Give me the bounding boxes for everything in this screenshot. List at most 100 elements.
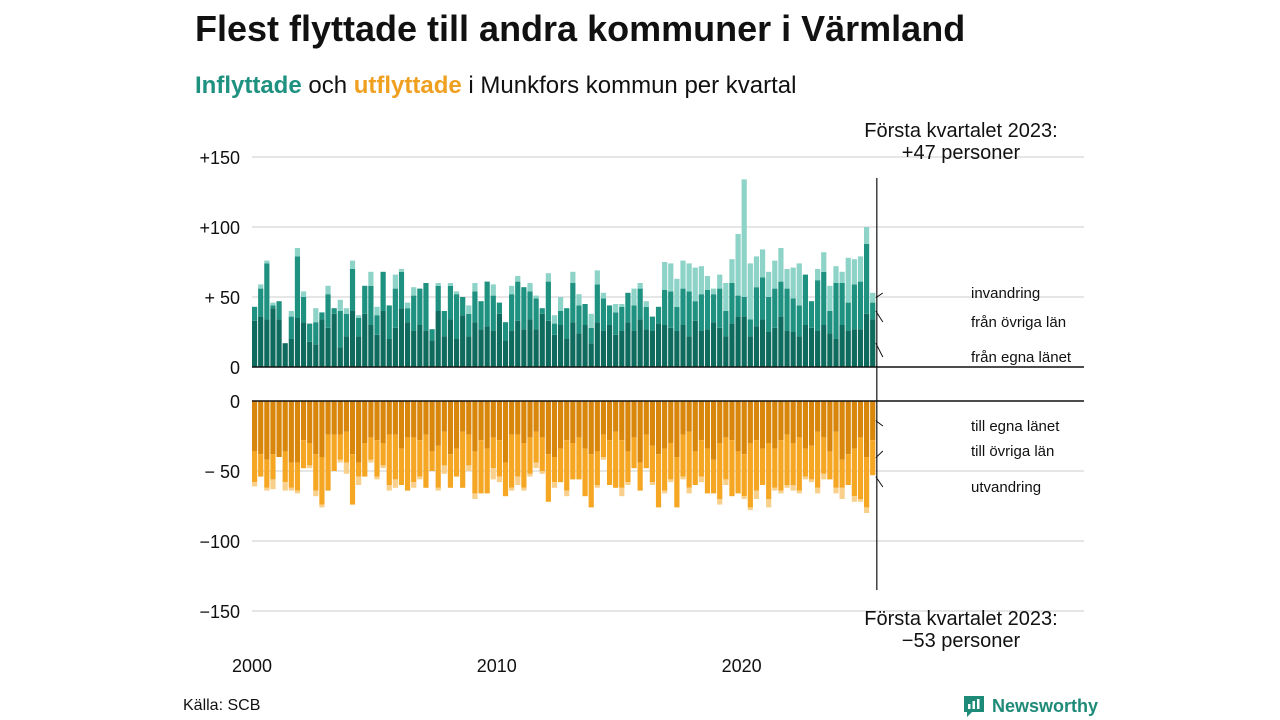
bar-inflow-immigration	[466, 305, 472, 314]
bar-inflow-own-county	[539, 313, 545, 367]
bar-inflow-other-counties	[258, 288, 264, 317]
bar-inflow-other-counties	[386, 305, 392, 339]
bar-outflow-other-counties	[545, 454, 551, 502]
bar-inflow-own-county	[307, 341, 313, 367]
bar-inflow-other-counties	[453, 294, 460, 339]
bar-outflow-other-counties	[533, 431, 539, 463]
bar-outflow-other-counties	[417, 440, 423, 477]
bar-outflow-own-county	[349, 401, 356, 455]
bar-outflow-own-county	[551, 401, 558, 457]
bar-outflow-own-county	[398, 401, 405, 449]
bar-outflow-own-county	[564, 401, 570, 441]
bar-inflow-immigration	[392, 274, 398, 289]
bar-outflow-other-counties	[594, 451, 600, 485]
bar-outflow-other-counties	[784, 434, 790, 485]
bar-inflow-own-county	[802, 325, 808, 367]
bar-outflow-own-county	[460, 401, 466, 432]
bar-inflow-own-county	[502, 340, 509, 367]
bar-outflow-emigration	[753, 490, 760, 499]
bar-inflow-other-counties	[545, 281, 551, 321]
bar-inflow-immigration	[729, 259, 735, 283]
bar-outflow-other-counties	[325, 434, 331, 491]
bar-inflow-own-county	[839, 325, 845, 367]
bar-outflow-own-county	[802, 401, 808, 449]
bar-outflow-other-counties	[839, 459, 845, 488]
bar-outflow-other-counties	[392, 434, 398, 480]
bar-outflow-own-county	[429, 401, 435, 452]
bar-inflow-own-county	[637, 319, 643, 367]
bar-outflow-own-county	[558, 401, 564, 449]
bar-outflow-emigration	[625, 482, 631, 485]
bar-outflow-other-counties	[821, 437, 827, 474]
bar-inflow-other-counties	[655, 306, 662, 324]
bar-inflow-own-county	[625, 322, 631, 367]
bar-outflow-emigration	[294, 490, 301, 494]
bar-inflow-immigration	[447, 283, 454, 286]
bar-outflow-own-county	[533, 401, 539, 432]
bar-inflow-other-counties	[398, 271, 405, 309]
bar-outflow-own-county	[484, 401, 490, 449]
bar-inflow-immigration	[288, 311, 294, 317]
bar-inflow-immigration	[258, 284, 264, 289]
bar-inflow-other-counties	[362, 285, 368, 314]
bar-inflow-immigration	[270, 302, 276, 306]
bar-outflow-own-county	[870, 401, 876, 441]
bar-inflow-immigration	[864, 227, 870, 244]
bar-outflow-other-counties	[864, 457, 870, 508]
bar-outflow-other-counties	[288, 462, 294, 488]
bar-inflow-immigration	[300, 291, 307, 297]
bar-inflow-other-counties	[827, 311, 833, 334]
bar-inflow-own-county	[582, 325, 588, 367]
bar-inflow-immigration	[551, 315, 558, 324]
bar-inflow-other-counties	[723, 311, 729, 337]
bar-inflow-own-county	[649, 330, 655, 367]
bar-inflow-other-counties	[808, 301, 815, 328]
annotation-top-line: Första kvartalet 2023:	[864, 120, 1057, 142]
bar-inflow-immigration	[435, 283, 441, 286]
bar-outflow-other-counties	[796, 437, 802, 491]
label-leader-line	[875, 450, 884, 459]
segment-label-inflow: från övriga län	[971, 314, 1066, 331]
bar-inflow-own-county	[600, 330, 607, 367]
bar-outflow-own-county	[545, 401, 551, 455]
bar-outflow-own-county	[704, 401, 711, 449]
bar-outflow-own-county	[539, 401, 545, 438]
bar-inflow-immigration	[337, 299, 343, 311]
bar-inflow-other-counties	[380, 271, 386, 311]
bar-outflow-emigration	[741, 496, 747, 499]
bar-outflow-other-counties	[447, 454, 454, 488]
bar-outflow-own-county	[362, 401, 368, 443]
bar-outflow-own-county	[680, 401, 686, 435]
bar-inflow-immigration	[833, 266, 839, 283]
bar-inflow-own-county	[527, 319, 533, 367]
bar-outflow-other-counties	[429, 451, 435, 471]
bar-outflow-other-counties	[815, 431, 821, 488]
bar-inflow-other-counties	[423, 283, 429, 331]
bar-outflow-other-counties	[674, 457, 680, 508]
bar-inflow-own-county	[484, 326, 490, 367]
bar-outflow-other-counties	[686, 431, 692, 488]
bar-inflow-own-county	[704, 329, 711, 367]
bar-outflow-emigration	[772, 487, 778, 491]
bar-inflow-immigration	[558, 297, 564, 311]
bar-inflow-own-county	[558, 325, 564, 367]
bar-inflow-own-county	[668, 327, 674, 367]
segment-label-outflow: till egna länet	[971, 418, 1060, 435]
bar-outflow-emigration	[252, 482, 258, 487]
bar-inflow-own-county	[808, 327, 815, 367]
bar-outflow-emigration	[747, 507, 753, 511]
bar-inflow-own-county	[478, 329, 484, 367]
bar-inflow-own-county	[741, 316, 747, 367]
x-tick-label: 2020	[722, 656, 762, 676]
bar-outflow-own-county	[509, 401, 515, 435]
bar-outflow-other-counties	[845, 454, 851, 485]
bar-inflow-other-counties	[711, 294, 717, 323]
bar-outflow-emigration	[790, 485, 796, 491]
bar-outflow-own-county	[515, 401, 521, 435]
bar-inflow-own-county	[380, 311, 386, 367]
bar-inflow-immigration	[815, 269, 821, 281]
bar-outflow-own-county	[343, 401, 349, 432]
bar-inflow-own-county	[717, 327, 723, 367]
bar-inflow-other-counties	[521, 287, 527, 330]
bar-outflow-other-counties	[717, 443, 723, 499]
